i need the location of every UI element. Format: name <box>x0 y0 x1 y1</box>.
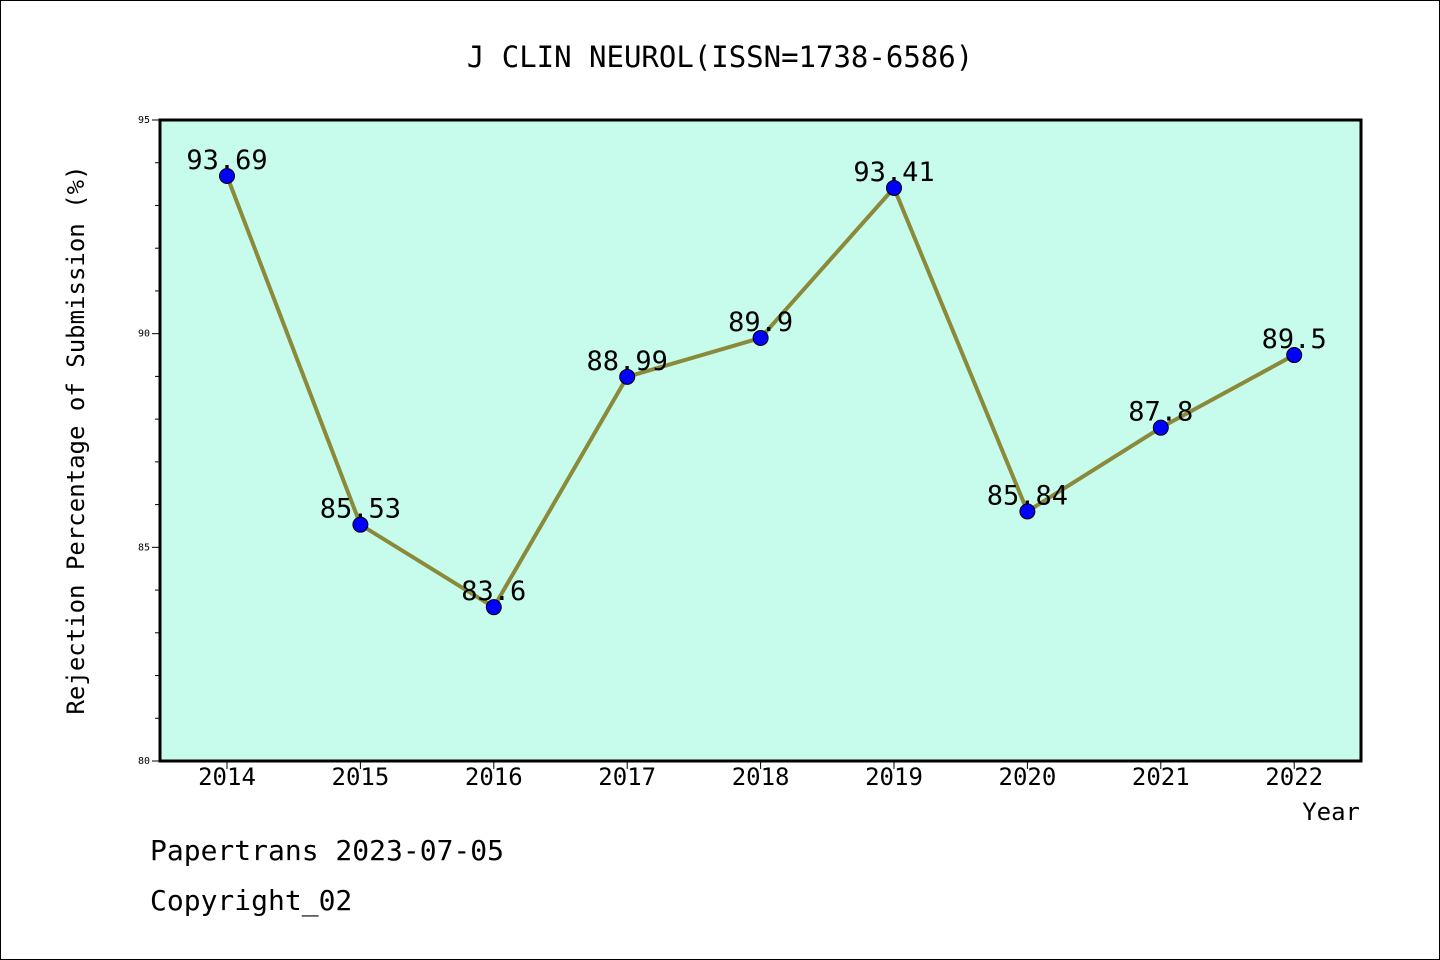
data-label: 89.9 <box>728 307 793 338</box>
x-tick-label: 2017 <box>598 763 656 791</box>
y-axis: 80 85 90 95 <box>138 115 160 767</box>
data-label: 93.69 <box>186 145 267 176</box>
data-point <box>752 329 769 346</box>
x-axis-label: Year <box>1302 798 1360 826</box>
data-label: 88.99 <box>587 346 668 377</box>
data-point <box>1019 503 1036 520</box>
x-tick-label: 2019 <box>865 763 923 791</box>
data-point <box>219 167 235 184</box>
x-tick-label: 2022 <box>1265 763 1323 791</box>
x-tick-label: 2015 <box>332 763 390 791</box>
data-point <box>619 368 636 385</box>
data-point <box>1286 347 1303 364</box>
y-tick-label: 95 <box>138 115 150 126</box>
x-tick-label: 2014 <box>198 763 256 791</box>
x-tick-label: 2018 <box>732 763 790 791</box>
y-axis-label: Rejection Percentage of Submission (%) <box>62 165 90 714</box>
y-tick-label: 80 <box>138 756 150 767</box>
data-point <box>1152 419 1169 436</box>
data-label: 85.84 <box>987 480 1068 511</box>
y-tick-label: 90 <box>138 329 150 340</box>
x-axis: 2014 2015 2016 2017 2018 2019 2020 2021 2022 <box>198 761 1323 791</box>
data-label: 93.41 <box>853 157 934 188</box>
y-tick-label: 85 <box>138 542 150 553</box>
series-line-group <box>219 167 1303 616</box>
data-label: 83.6 <box>461 576 526 607</box>
footer-date: Papertrans 2023-07-05 <box>150 834 505 867</box>
data-label: 89.5 <box>1262 324 1327 355</box>
data-label: 85.53 <box>320 494 401 525</box>
chart-title: J CLIN NEUROL(ISSN=1738-6586) <box>467 40 973 74</box>
footer-copyright: Copyright_02 <box>150 884 353 917</box>
x-tick-label: 2016 <box>465 763 523 791</box>
data-point <box>886 179 902 196</box>
x-tick-label: 2020 <box>999 763 1057 791</box>
data-point <box>352 516 369 533</box>
x-tick-label: 2021 <box>1132 763 1190 791</box>
plot-area <box>158 118 1363 763</box>
data-labels-group: 93.69 85.53 83.6 88.99 89.9 93.41 85.84 87.8 89.… <box>186 145 1326 607</box>
data-point <box>485 599 502 616</box>
data-label: 87.8 <box>1128 397 1193 428</box>
